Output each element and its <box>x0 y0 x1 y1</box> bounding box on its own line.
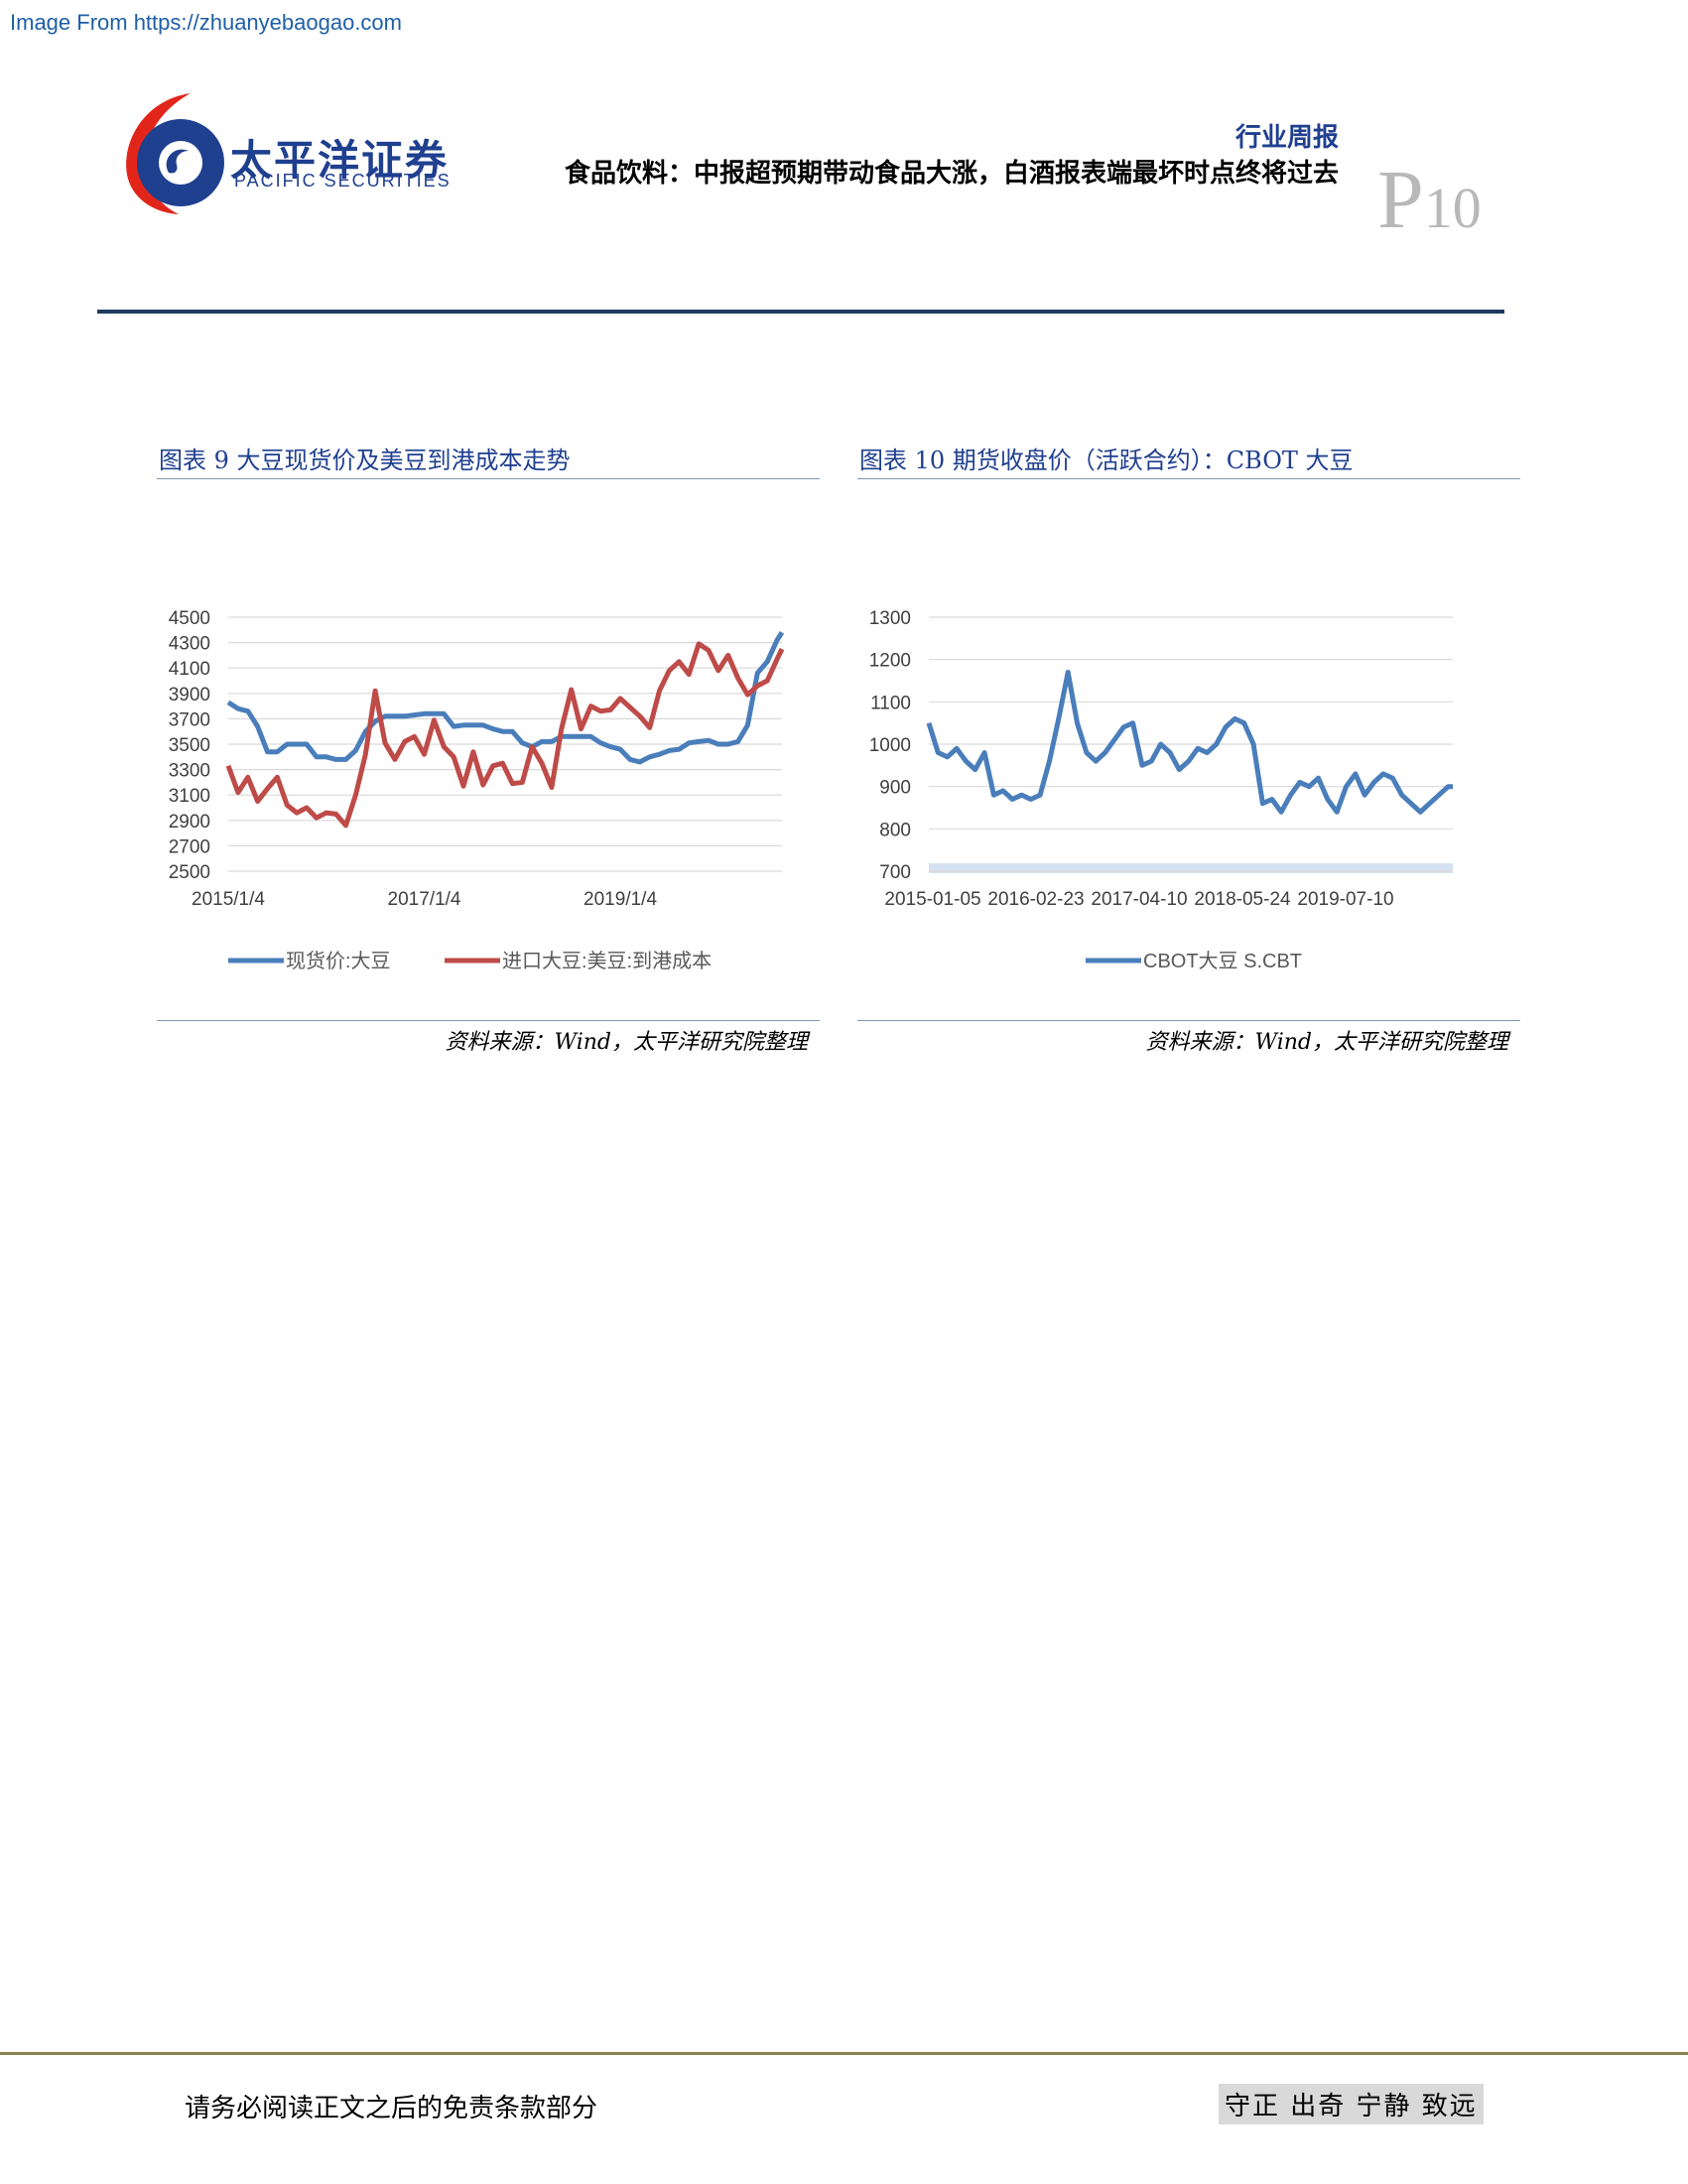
report-title: 食品饮料：中报超预期带动食品大涨，白酒报表端最坏时点终将过去 <box>564 159 1339 189</box>
figure-9-chart: 2500 2700 2900 3100 3300 3500 3700 3900 4100 4300… <box>169 608 785 972</box>
chart-1-y-tick-6: 1300 <box>869 608 911 629</box>
disclaimer-text: 请务必阅读正文之后的免责条款部分 <box>185 2094 598 2123</box>
page-prefix: P <box>1377 154 1424 246</box>
footer-divider <box>0 2052 1688 2055</box>
chart-0-y-tick-0: 2500 <box>169 862 210 883</box>
chart-0-series-1-line <box>225 641 785 829</box>
chart-0-y-tick-10: 4500 <box>169 608 210 629</box>
chart-0-y-tick-9: 4300 <box>169 634 210 655</box>
page-number: P10 <box>1377 159 1482 250</box>
chart-0-x-tick-0: 2015/1/4 <box>192 889 265 910</box>
report-type: 行业周报 <box>1234 123 1339 153</box>
figure-10-source: 资料来源：Wind，太平洋研究院整理 <box>1145 1030 1508 1055</box>
chart-1-x-tick-2: 2017-04-10 <box>1091 889 1187 910</box>
figure-9-source: 资料来源：Wind，太平洋研究院整理 <box>445 1030 808 1055</box>
chart-0-y-tick-3: 3100 <box>169 786 210 807</box>
chart-1-y-tick-5: 1200 <box>869 651 911 672</box>
figure-10-title-rule <box>857 478 1520 479</box>
chart-1-series-0-line <box>926 670 1453 815</box>
chart-1-x-tick-4: 2019-07-10 <box>1297 889 1393 910</box>
chart-1-x-tick-0: 2015-01-05 <box>884 889 980 910</box>
chart-0-y-tick-6: 3700 <box>169 709 210 730</box>
chart-1-legend-label-0: CBOT大豆 S.CBT <box>1143 950 1302 972</box>
chart-1-y-tick-3: 1000 <box>869 735 911 756</box>
chart-0-y-tick-2: 2900 <box>169 812 210 833</box>
chart-0-y-tick-4: 3300 <box>169 761 210 782</box>
company-logo-icon <box>126 93 224 214</box>
watermark-link[interactable]: Image From https://zhuanyebaogao.com <box>10 10 402 35</box>
figure-10-title: 图表 10 期货收盘价（活跃合约）：CBOT 大豆 <box>859 447 1354 474</box>
brand-name-cn: 太平洋证券 <box>230 136 450 185</box>
chart-1-y-tick-4: 1100 <box>870 693 911 713</box>
chart-1-y-tick-2: 900 <box>879 778 911 799</box>
chart-1-x-tick-1: 2016-02-23 <box>987 889 1084 910</box>
figure-10-bottom-rule <box>857 1020 1520 1021</box>
chart-0-y-tick-8: 4100 <box>169 659 210 680</box>
figure-10-chart: 700 800 900 1000 1100 1200 1300 2015-01-05 2016-… <box>869 608 1453 972</box>
chart-1-y-tick-0: 700 <box>879 862 911 883</box>
chart-0-y-tick-5: 3500 <box>169 735 210 756</box>
chart-0-y-tick-1: 2700 <box>169 836 210 857</box>
chart-0-x-tick-2: 2019/1/4 <box>584 889 657 910</box>
chart-1-x-tick-3: 2018-05-24 <box>1194 889 1291 910</box>
chart-0-y-tick-7: 3900 <box>169 685 210 706</box>
figure-9-title: 图表 9 大豆现货价及美豆到港成本走势 <box>159 447 571 474</box>
chart-0-legend-label-1: 进口大豆:美豆:到港成本 <box>502 950 712 972</box>
chart-0-series-0-line <box>226 631 785 765</box>
chart-0-legend-label-0: 现货价:大豆 <box>286 950 391 972</box>
page-number-value: 10 <box>1423 176 1482 240</box>
brand-name-en: PACIFIC SECURITIES <box>234 171 452 191</box>
chart-1-y-tick-1: 800 <box>879 820 911 840</box>
header-divider <box>97 310 1504 314</box>
chart-1-floor-band <box>929 863 1453 873</box>
chart-0-x-tick-1: 2017/1/4 <box>388 889 461 910</box>
company-motto: 守正 出奇 宁静 致远 <box>1219 2084 1484 2124</box>
figure-9-title-rule <box>157 478 820 479</box>
figure-9-bottom-rule <box>157 1020 820 1021</box>
